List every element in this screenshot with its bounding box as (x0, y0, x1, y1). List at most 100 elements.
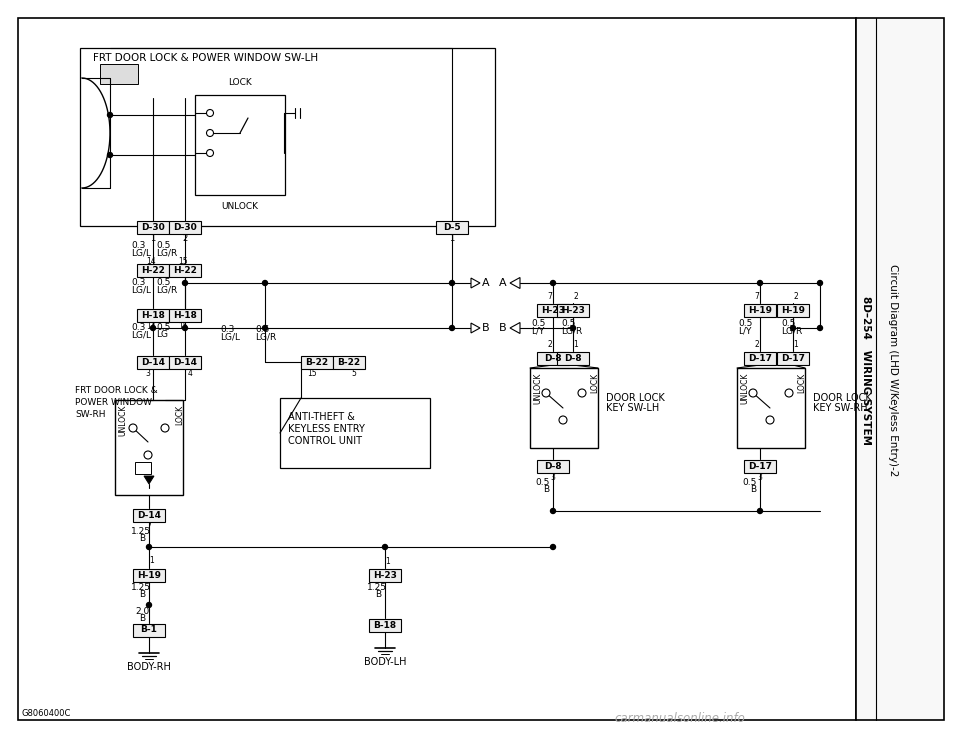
Text: D-8: D-8 (544, 461, 562, 470)
Bar (856, 18, 944, 720)
Text: 1.25: 1.25 (131, 527, 151, 536)
Text: 1: 1 (794, 340, 799, 349)
Text: 3: 3 (146, 369, 151, 378)
Bar (137, 355, 169, 368)
Text: 2: 2 (794, 292, 799, 301)
Text: B: B (543, 485, 549, 494)
Text: SW-RH: SW-RH (75, 410, 106, 419)
Text: D-30: D-30 (141, 223, 165, 231)
Bar (100, 64, 138, 84)
Bar (537, 459, 569, 472)
Text: 0.5: 0.5 (535, 478, 549, 487)
Text: B: B (375, 590, 381, 599)
Text: 0.5: 0.5 (531, 319, 545, 328)
Bar (737, 368, 805, 448)
Text: 2: 2 (755, 340, 759, 349)
Circle shape (818, 326, 823, 330)
Circle shape (262, 281, 268, 285)
Circle shape (129, 424, 137, 432)
Bar (744, 459, 776, 472)
Bar (557, 304, 589, 316)
Text: L/Y: L/Y (531, 326, 544, 335)
Circle shape (578, 389, 586, 397)
Text: 7: 7 (547, 292, 552, 301)
Text: LG/R: LG/R (255, 332, 276, 341)
Bar (169, 309, 201, 321)
Text: H-22: H-22 (173, 265, 197, 274)
Circle shape (542, 389, 550, 397)
Circle shape (550, 509, 556, 514)
Text: 0.5: 0.5 (738, 319, 753, 328)
Text: H-23: H-23 (373, 570, 396, 579)
Text: LG: LG (156, 330, 168, 339)
Text: 1: 1 (449, 234, 455, 243)
Bar (537, 352, 569, 365)
Text: H-19: H-19 (137, 570, 161, 579)
Circle shape (108, 153, 112, 158)
Bar (744, 352, 776, 365)
Text: D-17: D-17 (748, 354, 772, 363)
Bar (369, 618, 401, 632)
Text: A: A (482, 278, 490, 288)
Bar (80, 48, 495, 226)
Text: 0.5: 0.5 (561, 319, 575, 328)
Circle shape (161, 424, 169, 432)
Text: 1.25: 1.25 (131, 583, 151, 592)
Text: D-8: D-8 (564, 354, 582, 363)
Text: LOCK: LOCK (175, 405, 184, 425)
Circle shape (206, 110, 213, 116)
Text: 0.5: 0.5 (742, 478, 756, 487)
Circle shape (147, 603, 152, 607)
Bar (135, 462, 151, 474)
Text: B: B (139, 534, 145, 543)
Bar (195, 95, 285, 195)
Circle shape (108, 113, 112, 117)
Text: 0.5: 0.5 (156, 241, 170, 250)
Text: DOOR LOCK: DOOR LOCK (606, 393, 664, 403)
Text: KEY SW-RH: KEY SW-RH (813, 403, 868, 413)
Bar (280, 398, 430, 468)
Bar (530, 368, 598, 448)
Text: 2.0: 2.0 (135, 607, 149, 616)
Bar (436, 220, 468, 234)
Circle shape (550, 545, 556, 550)
Text: 15: 15 (179, 257, 188, 266)
Circle shape (749, 389, 757, 397)
Text: 0.5: 0.5 (156, 323, 170, 332)
Text: 1: 1 (386, 557, 391, 566)
Text: POWER WINDOW: POWER WINDOW (75, 398, 152, 407)
Circle shape (382, 545, 388, 550)
Text: B-1: B-1 (140, 626, 157, 635)
Bar (369, 568, 401, 581)
Circle shape (206, 130, 213, 136)
Bar (777, 304, 809, 316)
Bar (537, 304, 569, 316)
Text: LG/L: LG/L (131, 248, 151, 257)
Text: 7: 7 (755, 292, 759, 301)
Text: LG/L: LG/L (220, 332, 240, 341)
Text: B-22: B-22 (305, 357, 328, 366)
Text: D-14: D-14 (137, 511, 161, 520)
Polygon shape (144, 476, 154, 484)
Text: 1: 1 (151, 234, 156, 243)
Bar (133, 509, 165, 522)
Circle shape (559, 416, 567, 424)
Text: 2: 2 (547, 340, 552, 349)
Circle shape (570, 326, 575, 330)
Text: B: B (499, 323, 507, 333)
Circle shape (449, 281, 454, 285)
Text: 8D–254   WIRING SYSTEM: 8D–254 WIRING SYSTEM (861, 296, 871, 444)
Text: LG/R: LG/R (156, 285, 178, 294)
Text: D-30: D-30 (173, 223, 197, 231)
Text: D-17: D-17 (781, 354, 805, 363)
Text: CONTROL UNIT: CONTROL UNIT (288, 436, 362, 446)
Text: A: A (499, 278, 507, 288)
Text: B: B (139, 614, 145, 623)
Circle shape (206, 150, 213, 156)
Bar (133, 624, 165, 637)
Text: carmanualsonline.info: carmanualsonline.info (614, 711, 745, 724)
Circle shape (550, 281, 556, 285)
Text: KEY SW-LH: KEY SW-LH (606, 403, 660, 413)
Text: 1: 1 (574, 340, 578, 349)
Text: B: B (750, 485, 756, 494)
